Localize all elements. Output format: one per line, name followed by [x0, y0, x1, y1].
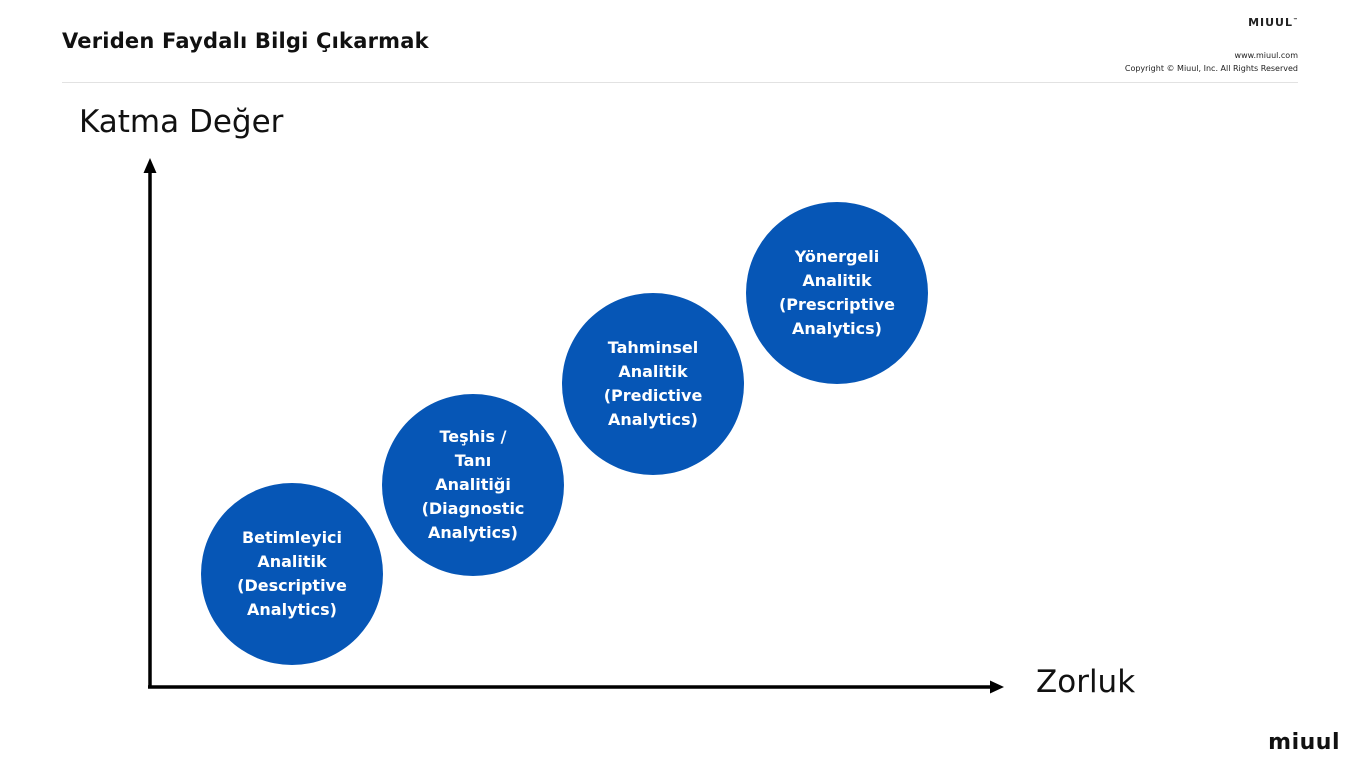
stage-prescriptive-analytics: Yönergeli Analitik (Prescriptive Analyti… [746, 202, 928, 384]
brand-logo-top: MIUUL™ [1248, 16, 1298, 29]
y-axis-label: Katma Değer [79, 104, 284, 140]
header-divider [62, 82, 1298, 83]
stage-label: Teşhis / Tanı Analitiği (Diagnostic Anal… [421, 427, 525, 542]
slide-title: Veriden Faydalı Bilgi Çıkarmak [62, 29, 429, 53]
stage-label: Tahminsel Analitik (Predictive Analytics… [603, 338, 703, 429]
copyright-notice: Copyright © Miuul, Inc. All Rights Reser… [1124, 64, 1298, 73]
stage-label: Betimleyici Analitik (Descriptive Analyt… [237, 528, 347, 619]
x-axis-arrowhead [990, 680, 1004, 694]
stage-label: Yönergeli Analitik (Prescriptive Analyti… [778, 247, 896, 338]
brand-logo-bottom: miuul [1268, 730, 1340, 755]
brand-name: MIUUL [1248, 16, 1293, 29]
stage-diagnostic-analytics: Teşhis / Tanı Analitiği (Diagnostic Anal… [382, 394, 564, 576]
trademark-mark: ™ [1293, 17, 1298, 24]
x-axis-label: Zorluk [1036, 664, 1136, 700]
website-url: www.miuul.com [1234, 51, 1298, 60]
stage-descriptive-analytics: Betimleyici Analitik (Descriptive Analyt… [201, 483, 383, 665]
stage-predictive-analytics: Tahminsel Analitik (Predictive Analytics… [562, 293, 744, 475]
y-axis-arrowhead [143, 158, 157, 173]
